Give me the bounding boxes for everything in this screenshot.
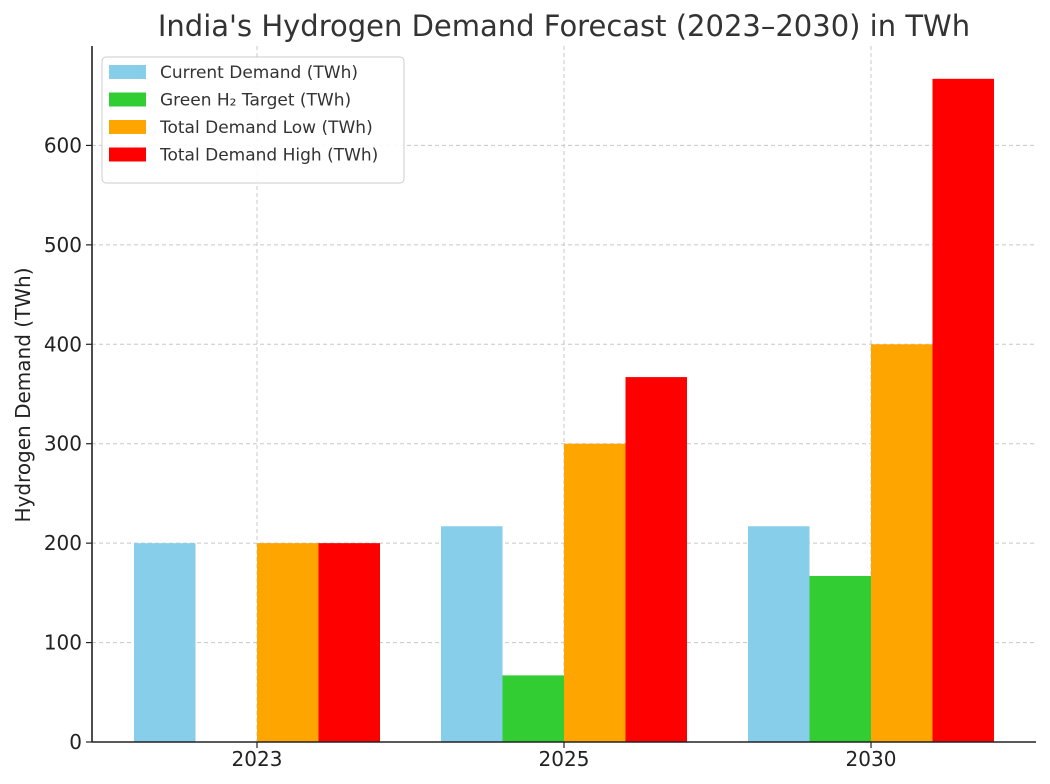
bar xyxy=(441,526,503,742)
bar xyxy=(625,377,687,742)
legend: Current Demand (TWh) Green H₂ Target (TWh… xyxy=(101,56,405,184)
bar xyxy=(318,543,380,742)
axes-layer: 0 100 200 300 400 500 600 2023 2025 2030 xyxy=(44,46,1036,771)
x-tick-label: 2023 xyxy=(232,747,283,771)
legend-box xyxy=(101,56,405,184)
bar xyxy=(748,526,810,742)
legend-swatch xyxy=(109,120,146,134)
bar xyxy=(932,78,994,743)
bar xyxy=(257,543,319,742)
legend-label: Total Demand High (TWh) xyxy=(159,146,378,166)
x-tick-label: 2030 xyxy=(846,747,897,771)
bars-layer xyxy=(134,78,994,743)
bar xyxy=(502,675,564,742)
y-tick-label: 600 xyxy=(44,133,82,157)
bar xyxy=(564,443,626,742)
y-tick-label: 200 xyxy=(44,531,82,555)
legend-swatch xyxy=(109,147,146,162)
x-tick-label: 2025 xyxy=(539,747,590,771)
y-tick-label: 0 xyxy=(69,730,82,754)
y-tick-label: 400 xyxy=(44,332,82,356)
legend-label: Current Demand (TWh) xyxy=(160,63,358,83)
y-axis-label: Hydrogen Demand (TWh) xyxy=(11,267,35,522)
bar xyxy=(134,543,196,742)
chart-title: India's Hydrogen Demand Forecast (2023–2… xyxy=(158,9,970,43)
y-tick-label: 100 xyxy=(44,631,82,655)
y-tick-label: 300 xyxy=(44,432,82,456)
bar xyxy=(871,344,933,742)
bar xyxy=(809,575,871,742)
y-tick-label: 500 xyxy=(44,233,82,257)
legend-label: Green H₂ Target (TWh) xyxy=(160,91,351,111)
legend-swatch xyxy=(109,92,146,107)
legend-label: Total Demand Low (TWh) xyxy=(159,118,373,138)
legend-swatch xyxy=(109,65,146,79)
